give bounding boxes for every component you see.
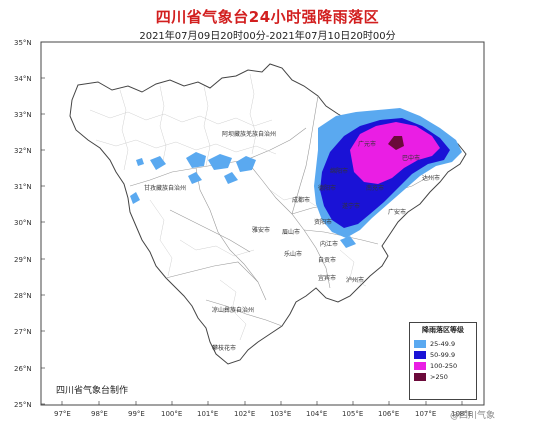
city-label-bazhong: 巴中市 [402,154,420,162]
lon-label-104: 104°E [306,410,327,418]
lat-label-27: 27°N [14,328,32,336]
legend-swatch-50-99 [414,350,426,359]
city-label-chengdu: 成都市 [292,196,310,204]
city-label-dazhou: 达州市 [422,174,440,182]
legend-item: 50-99.9 [410,349,476,360]
lon-label-99: 99°E [128,410,145,418]
lat-label-33: 33°N [14,111,32,119]
legend-swatch-over-250 [414,372,426,381]
map-subtitle: 2021年07月09日20时00分-2021年07月10日20时00分 [139,31,396,42]
lon-label-107: 107°E [415,410,436,418]
lat-ticks [41,41,45,405]
city-label-suining: 遂宁市 [342,202,360,210]
city-label-ziyang: 资阳市 [314,218,332,226]
legend-item: >250 [410,371,476,382]
lat-label-35: 35°N [14,39,32,47]
city-label-yibin: 宜宾市 [318,274,336,282]
lon-label-102: 102°E [234,410,255,418]
lat-label-30: 30°N [14,219,32,227]
lat-label-25: 25°N [14,401,32,409]
lon-label-105: 105°E [342,410,363,418]
city-label-guangan: 广安市 [388,208,406,216]
lon-label-97: 97°E [54,410,71,418]
city-label-deyang: 德阳市 [318,184,336,192]
rainfall-legend: 降雨落区等级 25-49.9 50-99.9 100-250 >250 [409,322,477,400]
legend-label: 100-250 [430,361,458,370]
legend-swatch-25-49 [414,339,426,348]
legend-swatch-100-250 [414,361,426,370]
rain-zone-over-250 [388,136,404,150]
legend-item: 25-49.9 [410,338,476,349]
city-label-zigong: 自贡市 [318,256,336,264]
city-label-nanchong: 南充市 [366,184,384,192]
lon-label-108: 108°E [451,410,472,418]
lat-label-34: 34°N [14,75,32,83]
lon-label-106: 106°E [378,410,399,418]
legend-title: 降雨落区等级 [422,326,464,334]
city-label-yaan: 雅安市 [252,226,270,234]
lat-label-31: 31°N [14,183,32,191]
lat-label-28: 28°N [14,292,32,300]
lon-label-103: 103°E [270,410,291,418]
map-frame [40,41,485,406]
city-label-neijiang: 内江市 [320,240,338,248]
city-label-mianyang: 绵阳市 [330,167,348,175]
lat-label-26: 26°N [14,365,32,373]
province-outline [69,63,467,365]
city-label-meishan: 眉山市 [282,228,300,236]
legend-item: 100-250 [410,360,476,371]
city-label-aba: 阿坝藏族羌族自治州 [222,130,276,138]
city-label-guangyuan: 广元市 [358,140,376,148]
legend-label: 50-99.9 [430,350,456,359]
watermark: @四川气象 [450,411,496,421]
rain-zone-100-250 [350,122,440,184]
lon-ticks [61,401,463,405]
legend-label: >250 [430,372,448,381]
map-title: 四川省气象台24小时强降雨落区 [155,8,380,26]
map-credit: 四川省气象台制作 [56,386,129,396]
city-label-garze: 甘孜藏族自治州 [144,184,186,192]
lon-label-98: 98°E [91,410,108,418]
legend-label: 25-49.9 [430,339,456,348]
city-label-panzhihua: 攀枝花市 [212,344,236,352]
lat-label-32: 32°N [14,147,32,155]
lon-label-100: 100°E [161,410,182,418]
lon-label-101: 101°E [197,410,218,418]
lat-label-29: 29°N [14,256,32,264]
city-label-liangshan: 凉山彝族自治州 [212,306,254,314]
city-label-leshan: 乐山市 [284,250,302,258]
city-label-luzhou: 泸州市 [346,276,364,284]
